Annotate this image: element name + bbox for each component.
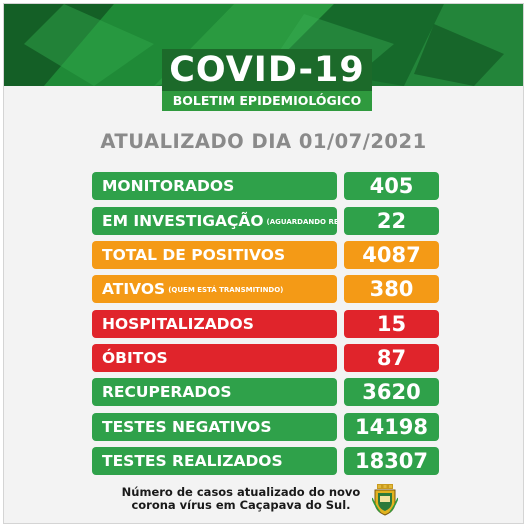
stat-value: 15 (344, 310, 439, 338)
stat-label: ATIVOS (102, 280, 166, 298)
page-subtitle: BOLETIM EPIDEMIOLÓGICO (162, 91, 372, 111)
stat-label-box: TOTAL DE POSITIVOS (92, 241, 337, 269)
stat-label-box: ÓBITOS (92, 344, 337, 372)
stat-label-box: MONITORADOS (92, 172, 337, 200)
stat-label: TOTAL DE POSITIVOS (102, 246, 286, 264)
stat-row-monitorados: MONITORADOS 405 (92, 172, 440, 200)
stat-value: 22 (344, 207, 439, 235)
stat-label-box: EM INVESTIGAÇÃO(AGUARDANDO RESULTADO) (92, 207, 337, 235)
stat-value: 380 (344, 275, 439, 303)
stat-label: ÓBITOS (102, 349, 168, 367)
stat-label-box: HOSPITALIZADOS (92, 310, 337, 338)
page-title: COVID-19 (162, 49, 372, 91)
stat-label-box: TESTES NEGATIVOS (92, 413, 337, 441)
stat-row-testes-realizados: TESTES REALIZADOS 18307 (92, 447, 440, 475)
stat-row-testes-negativos: TESTES NEGATIVOS 14198 (92, 413, 440, 441)
stat-row-em-investigacao: EM INVESTIGAÇÃO(AGUARDANDO RESULTADO) 22 (92, 207, 440, 235)
stat-value: 4087 (344, 241, 439, 269)
stat-row-ativos: ATIVOS (QUEM ESTÁ TRANSMITINDO) 380 (92, 275, 440, 303)
stat-row-obitos: ÓBITOS 87 (92, 344, 440, 372)
stat-label: EM INVESTIGAÇÃO (102, 212, 264, 230)
stat-note: (AGUARDANDO RESULTADO) (266, 217, 337, 226)
stat-label: MONITORADOS (102, 177, 235, 195)
stat-note: (QUEM ESTÁ TRANSMITINDO) (168, 285, 284, 294)
stat-value: 18307 (344, 447, 439, 475)
stat-value: 405 (344, 172, 439, 200)
stat-label-box: ATIVOS (QUEM ESTÁ TRANSMITINDO) (92, 275, 337, 303)
update-date: ATUALIZADO DIA 01/07/2021 (100, 130, 427, 153)
stat-label: HOSPITALIZADOS (102, 315, 254, 333)
bulletin-card: COVID-19 BOLETIM EPIDEMIOLÓGICO ATUALIZA… (3, 3, 524, 524)
stat-label: TESTES NEGATIVOS (102, 418, 272, 436)
footer-line-1: Número de casos atualizado do novo (121, 485, 361, 499)
footer-note: Número de casos atualizado do novo coron… (116, 486, 366, 512)
stat-label: RECUPERADOS (102, 383, 232, 401)
stat-row-total-positivos: TOTAL DE POSITIVOS 4087 (92, 241, 440, 269)
footer-line-2: corona vírus em Caçapava do Sul. (131, 498, 351, 512)
stat-row-hospitalizados: HOSPITALIZADOS 15 (92, 310, 440, 338)
stat-value: 14198 (344, 413, 439, 441)
stat-label: TESTES REALIZADOS (102, 452, 283, 470)
stat-label-box: TESTES REALIZADOS (92, 447, 337, 475)
stat-value: 87 (344, 344, 439, 372)
stat-value: 3620 (344, 378, 439, 406)
municipal-coat-of-arms-icon (372, 484, 398, 516)
stat-label-box: RECUPERADOS (92, 378, 337, 406)
stat-row-recuperados: RECUPERADOS 3620 (92, 378, 440, 406)
